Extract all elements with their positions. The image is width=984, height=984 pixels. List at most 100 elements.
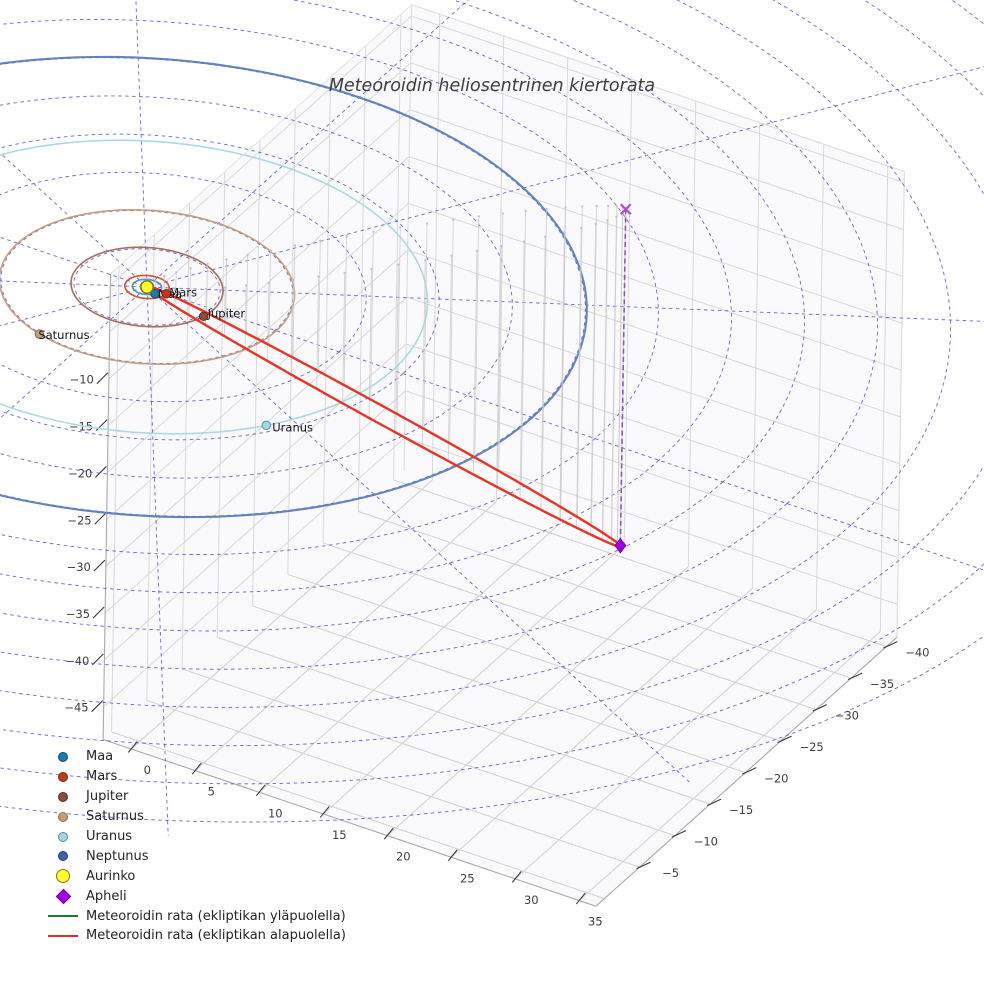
orbit-stem xyxy=(498,213,504,472)
back-corner-edge xyxy=(403,4,413,471)
orbit-stem-top-dot xyxy=(606,219,609,222)
jupiter-marker xyxy=(198,311,209,322)
maa-marker xyxy=(150,289,160,299)
left-pane-grid-z xyxy=(103,437,405,708)
ecliptic-grid-ray xyxy=(0,152,146,286)
y-tick-label: −30 xyxy=(835,709,859,723)
legend-marker xyxy=(58,851,68,862)
y-tick-label: −20 xyxy=(764,772,788,786)
legend-label: Meteoroidin rata (ekliptikan alapuolella… xyxy=(86,928,346,944)
orbit-stem-top-dot xyxy=(174,271,178,274)
saturnus-label: Saturnus xyxy=(38,328,89,342)
back-pane-grid-x xyxy=(623,79,633,545)
legend-item: Maa xyxy=(44,747,346,767)
uranus-orbit-path xyxy=(0,139,429,435)
back-pane-grid-z xyxy=(410,62,904,231)
orbit-stem-top-dot xyxy=(291,278,295,282)
left-pane-grid-y xyxy=(146,234,155,701)
z-tick-label: −45 xyxy=(64,701,88,715)
ecliptic-grid-ray xyxy=(148,288,692,785)
ecliptic-grid-ray xyxy=(0,288,146,419)
orbit-stem-top-dot xyxy=(206,262,209,266)
orbit-stem-top-dot xyxy=(372,230,375,233)
orbit-stem xyxy=(520,210,527,484)
left-pane-grid-z xyxy=(104,343,407,614)
back-pane-grid-z xyxy=(405,390,899,558)
y-tick-label: −35 xyxy=(870,677,894,691)
legend-marker xyxy=(58,751,68,762)
orbit-stem xyxy=(423,223,428,429)
legend-dot-large-icon xyxy=(44,869,82,884)
orbit-stem xyxy=(267,282,270,362)
legend-item: Apheli xyxy=(44,886,346,906)
left-pane-grid-z xyxy=(110,15,412,286)
orbit-stem xyxy=(575,228,582,528)
legend-label: Aurinko xyxy=(86,868,136,884)
legend-line-icon xyxy=(44,915,82,918)
floor-grid-y xyxy=(393,479,887,648)
orbit-stem xyxy=(559,232,565,520)
orbit-stem xyxy=(225,259,227,323)
x-tick-mark xyxy=(575,892,586,905)
orbit-stem-top-dot xyxy=(345,234,348,238)
z-tick-mark xyxy=(96,372,109,385)
orbit-stem xyxy=(472,250,478,475)
orbit-stem xyxy=(370,231,374,400)
left-pane-grid-y xyxy=(287,108,296,575)
y-tick-label: −25 xyxy=(799,740,823,754)
legend-marker xyxy=(48,934,78,937)
floor-grid-x xyxy=(386,566,689,836)
ecliptic-grid-circle xyxy=(0,0,984,823)
saturnus-marker xyxy=(34,329,45,339)
legend-marker xyxy=(55,888,71,904)
x-tick-label: 10 xyxy=(268,806,283,820)
x-tick-mark xyxy=(383,827,394,840)
ecliptic-grid-circle xyxy=(0,19,659,555)
left-pane-grid-z xyxy=(106,249,408,520)
legend-item: Aurinko xyxy=(44,866,346,886)
x-tick-label: 0 xyxy=(144,763,151,777)
orbit-stem-top-dot xyxy=(580,226,583,230)
z-axis-spine xyxy=(102,273,112,740)
z-tick-label: −35 xyxy=(66,607,90,621)
orbit-stem xyxy=(223,287,226,337)
legend-label: Mars xyxy=(86,769,118,785)
y-tick-mark xyxy=(742,767,757,775)
legend-marker xyxy=(58,811,68,822)
floor-grid-y xyxy=(146,699,640,868)
orbit-stem-top-dot xyxy=(501,212,505,215)
back-pane-right-edge xyxy=(896,171,905,638)
orbit-stem xyxy=(519,241,525,499)
legend-label: Maa xyxy=(86,749,114,765)
floor-grid-x xyxy=(578,631,881,901)
back-pane-top-edge xyxy=(411,4,905,173)
floor-grid-y xyxy=(252,605,746,774)
chart-title: Meteoroidin heliosentrinen kiertorata xyxy=(328,76,656,96)
legend-label: Meteoroidin rata (ekliptikan yläpuolella… xyxy=(86,908,346,924)
mars-orbit-path xyxy=(124,274,170,300)
legend-item: Meteoroidin rata (ekliptikan yläpuolella… xyxy=(44,906,346,926)
floor-grid-y xyxy=(287,573,781,742)
ecliptic-grid-ray xyxy=(146,289,169,836)
back-pane-grid-z xyxy=(409,156,903,324)
orbit-stem-top-dot xyxy=(397,263,400,266)
orbit-stem xyxy=(189,268,191,305)
orbit-stem-top-dot xyxy=(189,267,192,270)
z-tick-label: −10 xyxy=(70,373,94,387)
x-tick-mark xyxy=(191,762,202,775)
legend-dot-icon xyxy=(44,851,82,862)
left-pane-grid-y xyxy=(393,14,402,480)
orbit-stem xyxy=(541,208,548,496)
jupiter-label: Jupiter xyxy=(207,306,246,320)
orbit-stem-top-dot xyxy=(225,258,228,261)
orbit-stem-top-dot xyxy=(317,275,320,278)
floor-grid-x xyxy=(258,522,561,793)
sun-marker xyxy=(140,279,155,294)
orbit-stem xyxy=(601,220,608,540)
legend-item: Mars xyxy=(44,767,346,787)
back-pane-grid-x xyxy=(879,165,889,632)
orbit-stem-top-dot xyxy=(343,271,346,275)
z-tick-label: −40 xyxy=(65,654,89,668)
orbit-stem-top-dot xyxy=(545,207,548,211)
orbit-stem xyxy=(576,206,583,517)
